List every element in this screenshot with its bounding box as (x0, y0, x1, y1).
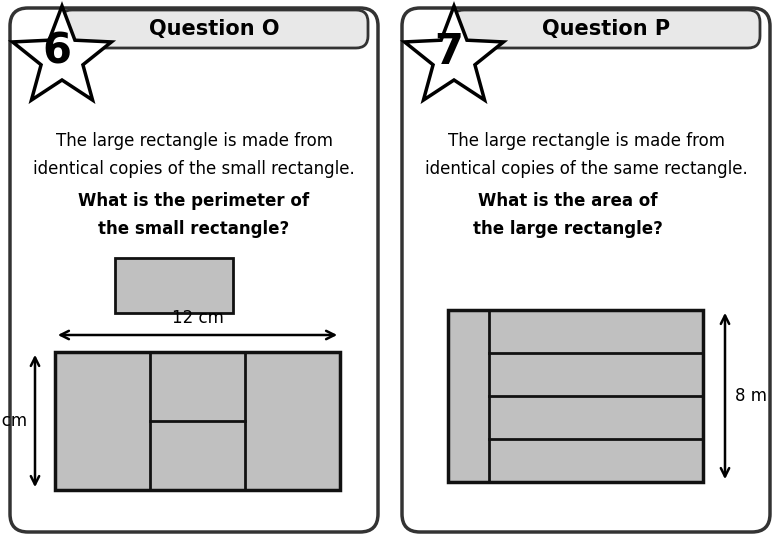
Text: What is the perimeter of
the small rectangle?: What is the perimeter of the small recta… (79, 192, 310, 238)
Text: The large rectangle is made from
identical copies of the same rectangle.: The large rectangle is made from identic… (424, 132, 747, 178)
Text: The large rectangle is made from
identical copies of the small rectangle.: The large rectangle is made from identic… (33, 132, 355, 178)
Polygon shape (12, 6, 112, 100)
Text: 7: 7 (434, 31, 463, 73)
Text: 12 cm: 12 cm (172, 309, 223, 327)
Text: 8 m: 8 m (735, 387, 767, 405)
Polygon shape (405, 6, 503, 100)
Bar (55, 352, 340, 490)
Text: 6 cm: 6 cm (0, 412, 27, 430)
Text: Question P: Question P (542, 19, 670, 39)
FancyBboxPatch shape (10, 8, 378, 532)
FancyBboxPatch shape (452, 10, 760, 48)
Bar (448, 310, 703, 482)
Text: Question O: Question O (149, 19, 279, 39)
Bar (115, 258, 233, 313)
FancyBboxPatch shape (60, 10, 368, 48)
FancyBboxPatch shape (402, 8, 770, 532)
Text: 6: 6 (42, 31, 72, 73)
Text: What is the area of
the large rectangle?: What is the area of the large rectangle? (473, 192, 663, 238)
